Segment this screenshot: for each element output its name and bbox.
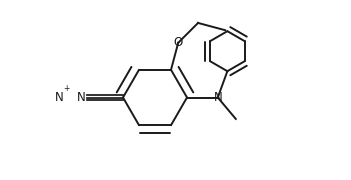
Text: N: N: [55, 91, 64, 104]
Text: N: N: [213, 91, 222, 104]
Text: N: N: [77, 91, 85, 104]
Text: +: +: [63, 84, 69, 93]
Text: O: O: [174, 36, 183, 49]
